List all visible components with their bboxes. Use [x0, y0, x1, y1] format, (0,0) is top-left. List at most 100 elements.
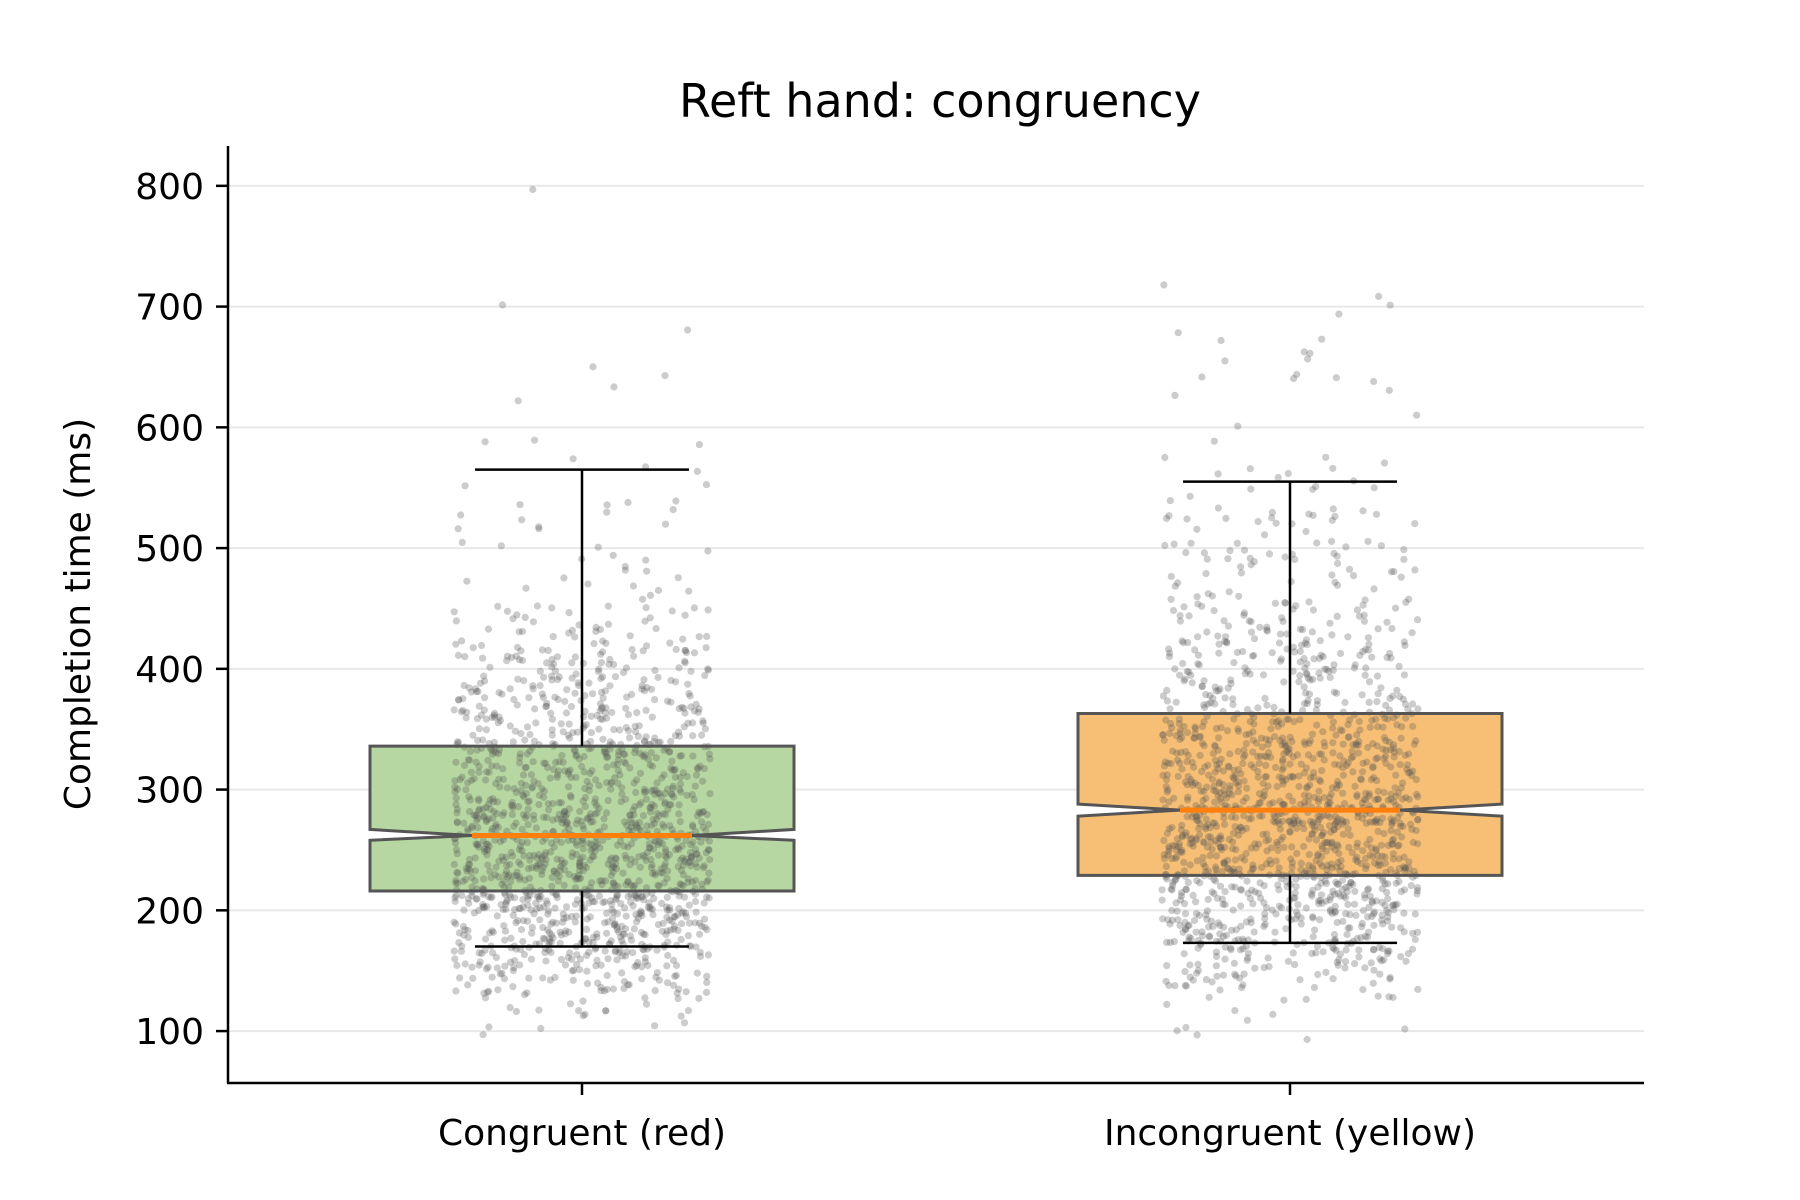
data-point	[564, 768, 573, 776]
data-point	[1178, 832, 1187, 840]
data-point	[1211, 877, 1220, 885]
data-point	[464, 981, 472, 989]
data-point	[594, 667, 603, 676]
data-point	[1369, 946, 1378, 954]
data-point	[485, 842, 493, 850]
data-point	[634, 914, 642, 922]
data-point	[1187, 934, 1195, 943]
data-point	[1315, 750, 1323, 758]
data-point	[689, 823, 697, 831]
data-point	[587, 729, 596, 737]
data-point	[598, 705, 606, 713]
data-point	[1234, 826, 1242, 834]
data-point	[1212, 852, 1221, 860]
data-point	[1220, 617, 1228, 625]
data-point	[1215, 640, 1223, 648]
data-point	[672, 846, 680, 854]
data-point	[700, 807, 708, 816]
data-point	[1296, 716, 1304, 724]
data-point	[1180, 900, 1189, 908]
data-point	[1288, 859, 1296, 867]
data-point	[461, 653, 469, 661]
data-point	[608, 914, 617, 922]
data-point	[595, 665, 603, 673]
data-point	[521, 736, 529, 744]
data-point	[607, 854, 616, 862]
data-point	[1256, 812, 1264, 820]
data-point	[465, 793, 473, 801]
data-point	[1172, 842, 1180, 850]
data-point	[464, 926, 472, 935]
data-point	[1355, 953, 1363, 961]
data-point	[571, 884, 580, 892]
data-point	[478, 641, 486, 650]
data-point	[576, 858, 584, 866]
data-point	[1206, 872, 1214, 880]
data-point	[453, 741, 461, 749]
data-point	[1184, 922, 1192, 930]
data-point	[512, 788, 521, 797]
data-point	[629, 806, 637, 814]
data-point	[601, 919, 609, 927]
data-point	[1223, 639, 1231, 647]
data-point	[1171, 391, 1179, 399]
data-point	[1163, 938, 1171, 947]
data-point	[662, 848, 670, 856]
data-point	[1406, 870, 1414, 878]
data-point	[1360, 611, 1368, 619]
data-point	[1303, 784, 1311, 792]
data-point	[1349, 880, 1357, 889]
data-point	[452, 617, 460, 625]
data-point	[1366, 835, 1374, 844]
data-point	[525, 694, 533, 702]
data-point	[1273, 718, 1281, 726]
data-point	[629, 902, 637, 910]
data-point	[563, 819, 571, 827]
data-point	[659, 810, 668, 818]
data-point	[632, 821, 641, 830]
data-point	[1180, 677, 1188, 685]
data-point	[1202, 815, 1210, 823]
data-point	[704, 846, 713, 854]
data-point	[464, 825, 472, 833]
data-point	[500, 809, 508, 817]
data-point	[660, 771, 668, 779]
data-point	[1158, 886, 1166, 894]
data-point	[1211, 743, 1219, 751]
data-point	[1216, 685, 1224, 693]
data-point	[614, 882, 622, 891]
data-point	[537, 887, 545, 895]
data-point	[624, 711, 633, 719]
data-point	[480, 903, 488, 911]
data-point	[1359, 759, 1367, 767]
data-point	[591, 795, 600, 803]
data-point	[472, 758, 480, 766]
data-point	[1380, 956, 1388, 964]
data-point	[1234, 788, 1242, 796]
data-point	[586, 810, 595, 818]
data-point	[1279, 764, 1287, 772]
data-point	[454, 525, 462, 533]
data-point	[700, 743, 709, 751]
data-point	[1335, 761, 1343, 769]
data-point	[585, 839, 593, 848]
data-point	[1294, 901, 1302, 909]
data-point	[1230, 868, 1238, 876]
data-point	[1214, 470, 1222, 478]
data-point	[1297, 920, 1305, 928]
data-point	[491, 836, 499, 844]
data-point	[557, 955, 566, 964]
data-point	[563, 686, 571, 694]
data-point	[567, 773, 575, 782]
data-point	[653, 779, 661, 787]
data-point	[702, 988, 711, 997]
data-point	[1226, 782, 1234, 790]
data-point	[550, 742, 558, 750]
data-point	[518, 656, 527, 665]
data-point	[1227, 813, 1236, 821]
data-point	[488, 713, 496, 722]
data-point	[660, 879, 668, 887]
data-point	[1250, 928, 1258, 936]
data-point	[1217, 798, 1225, 806]
data-point	[647, 864, 656, 872]
